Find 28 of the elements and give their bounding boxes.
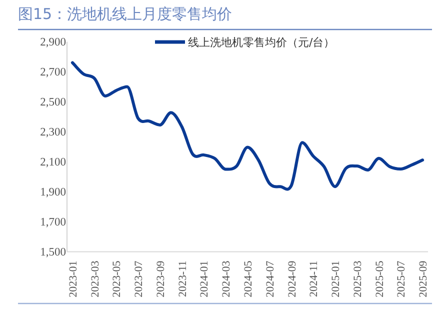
- x-tick-label: 2023-03: [89, 260, 102, 298]
- y-tick-label: 2,700: [40, 66, 66, 79]
- y-tick-label: 2,100: [40, 156, 66, 169]
- legend: 线上洗地机零售均价（元/台）: [155, 36, 335, 49]
- x-tick-label: 2024-05: [242, 260, 254, 298]
- x-tick-label: 2025-05: [374, 260, 386, 298]
- y-tick-label: 1,700: [40, 216, 66, 229]
- y-tick-label: 2,300: [40, 126, 66, 139]
- x-tick-label: 2023-07: [133, 260, 146, 298]
- x-tick-label: 2024-03: [220, 260, 233, 298]
- x-tick-label: 2025-07: [396, 260, 408, 298]
- x-tick-label: 2023-09: [154, 260, 167, 298]
- x-tick-label: 2024-07: [264, 260, 276, 298]
- y-tick-label: 1,900: [40, 186, 66, 199]
- x-tick-label: 2024-09: [286, 260, 298, 298]
- y-tick-label: 2,900: [40, 36, 66, 49]
- legend-label: 线上洗地机零售均价（元/台）: [188, 36, 335, 49]
- y-tick-label: 1,500: [40, 246, 66, 259]
- x-tick-label: 2023-11: [176, 260, 189, 297]
- x-tick-label: 2025-01: [330, 260, 342, 298]
- x-tick-label: 2023-01: [67, 260, 80, 298]
- x-tick-label: 2025-09: [418, 260, 430, 298]
- x-tick-label: 2024-01: [198, 260, 211, 298]
- x-tick-label: 2024-11: [308, 260, 320, 297]
- x-tick-label: 2023-05: [111, 260, 124, 298]
- title: 图15：洗地机线上月度零售均价: [18, 5, 232, 23]
- x-tick-label: 2025-03: [352, 260, 364, 298]
- y-tick-label: 2,500: [40, 96, 66, 109]
